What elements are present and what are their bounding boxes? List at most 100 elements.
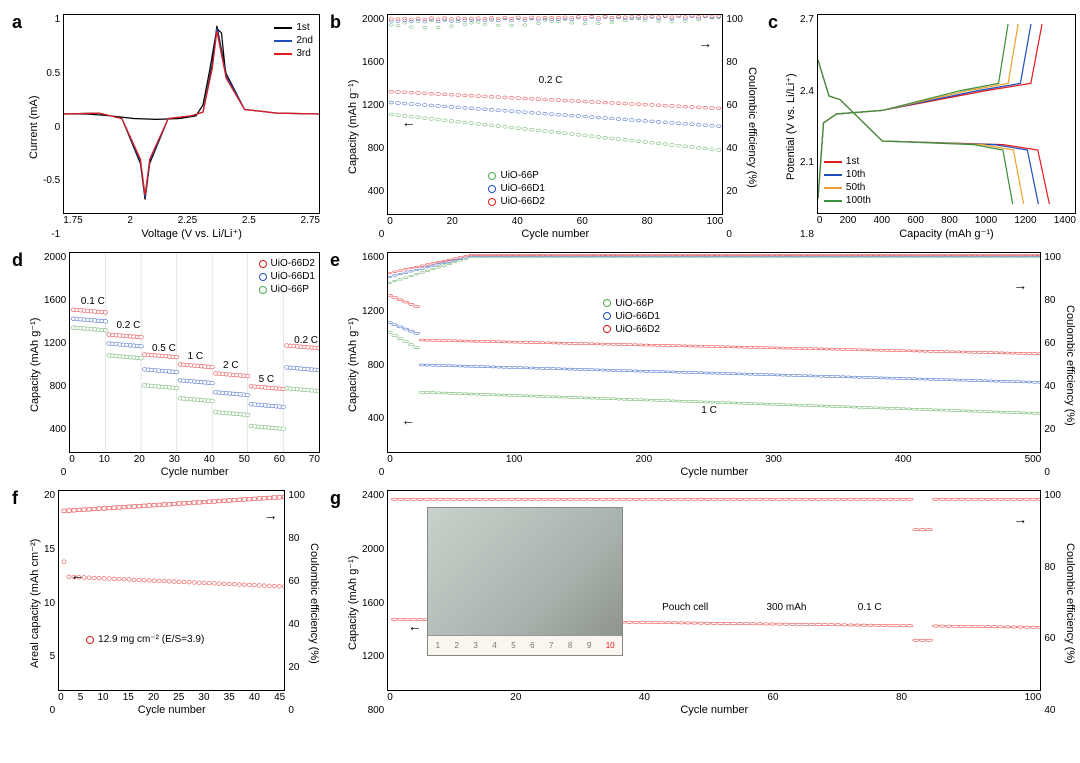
panel-f-legend: 12.9 mg cm⁻² (E/S=3.9): [86, 633, 204, 646]
panel-e: e Capacity (mAh g⁻¹) 160012008004000 1 C…: [328, 248, 1076, 478]
panel-g-annotation: Pouch cell: [662, 602, 708, 613]
ruler-icon: 12345678910: [428, 635, 622, 656]
rate-label: 1 C: [188, 351, 204, 362]
panel-c-label: c: [768, 12, 778, 33]
panel-g-xlabel: Cycle number: [387, 704, 1041, 716]
panel-b: b Capacity (mAh g⁻¹) 2000160012008004000…: [328, 10, 758, 240]
legend-item: UiO-66D1: [603, 310, 659, 323]
legend-marker-icon: [259, 273, 267, 281]
arrow-icon: →: [1013, 511, 1027, 527]
panel-a-xticks: 1.7522.252.52.75: [63, 214, 320, 227]
pouch-cell-photo: 12345678910: [427, 507, 623, 656]
legend-line-icon: [274, 53, 292, 55]
legend-label: UiO-66D2: [500, 195, 544, 208]
legend-label: 10th: [846, 168, 865, 181]
panel-f-ylabel2: Coulombic efficiency (%): [308, 490, 320, 716]
legend-marker-icon: [603, 299, 611, 307]
panel-g-plot: 12345678910 ← → Pouch cell300 mAh0.1 C: [387, 490, 1041, 691]
legend-item: UiO-66D1: [259, 270, 315, 283]
legend-line-icon: [274, 27, 292, 29]
legend-label: 1st: [296, 21, 309, 34]
arrow-icon: ←: [70, 567, 84, 583]
arrow-icon: ←: [402, 114, 416, 130]
panel-e-xticks: 0100200300400500: [387, 453, 1041, 466]
arrow-icon: →: [264, 507, 278, 523]
legend-item: 100th: [824, 194, 871, 207]
panel-c-plot: 1st 10th 50th 100th: [817, 14, 1076, 214]
panel-c-xticks: 0200400600800100012001400: [817, 214, 1076, 227]
legend-label: UiO-66P: [271, 283, 309, 296]
arrow-icon: →: [1013, 277, 1027, 293]
panel-e-ylabel: Capacity (mAh g⁻¹): [346, 252, 359, 478]
legend-marker-icon: [488, 198, 496, 206]
panel-e-yticks: 160012008004000: [359, 252, 387, 478]
panel-e-xlabel: Cycle number: [387, 466, 1041, 478]
panel-g-xticks: 020406080100: [387, 691, 1041, 704]
panel-d-xlabel: Cycle number: [69, 466, 320, 478]
panel-g: g Capacity (mAh g⁻¹) 2400200016001200800…: [328, 486, 1076, 716]
panel-d-xticks: 010203040506070: [69, 453, 320, 466]
legend-marker-icon: [603, 325, 611, 333]
panel-g-ylabel2: Coulombic efficiency (%): [1064, 490, 1076, 716]
arrow-icon: →: [698, 35, 712, 51]
rate-label: 0.2 C: [294, 335, 318, 346]
panel-f-yticks: 20151050: [41, 490, 58, 716]
panel-c-xlabel: Capacity (mAh g⁻¹): [817, 227, 1076, 240]
panel-d: d Capacity (mAh g⁻¹) 2000160012008004000…: [10, 248, 320, 478]
legend-line-icon: [274, 40, 292, 42]
legend-label: 3rd: [296, 47, 310, 60]
legend-line-icon: [824, 174, 842, 176]
panel-f-legend-text: 12.9 mg cm⁻² (E/S=3.9): [98, 633, 204, 646]
figure-grid: a Current (mA) 10.50-0.5-1 1st 2nd 3rd 1…: [10, 10, 1070, 716]
legend-item: UiO-66P: [259, 283, 315, 296]
rate-label: 5 C: [259, 374, 275, 385]
legend-marker-icon: [488, 172, 496, 180]
legend-label: UiO-66D1: [271, 270, 315, 283]
legend-item: 50th: [824, 181, 871, 194]
rate-label: 0.5 C: [152, 343, 176, 354]
legend-label: 100th: [846, 194, 871, 207]
panel-a-legend: 1st 2nd 3rd: [274, 21, 313, 60]
panel-e-rate: 1 C: [701, 405, 717, 416]
panel-b-plot: 0.2 C ← → UiO-66P UiO-66D1 UiO-66D2: [387, 14, 723, 215]
panel-e-label: e: [330, 250, 340, 271]
panel-f-ylabel: Areal capacity (mAh cm⁻²): [28, 490, 41, 716]
legend-marker-icon: [259, 260, 267, 268]
legend-label: UiO-66D1: [615, 310, 659, 323]
legend-marker-icon: [259, 286, 267, 294]
panel-b-yticks2: 100806040200: [723, 14, 746, 240]
panel-b-legend: UiO-66P UiO-66D1 UiO-66D2: [488, 169, 544, 208]
panel-a-xlabel: Voltage (V vs. Li/Li⁺): [63, 227, 320, 240]
legend-marker-icon: [488, 185, 496, 193]
panel-c-legend: 1st 10th 50th 100th: [824, 155, 871, 207]
panel-b-ylabel: Capacity (mAh g⁻¹): [346, 14, 359, 240]
rate-label: 0.1 C: [81, 296, 105, 307]
panel-f-xticks: 051015202530354045: [58, 691, 285, 704]
legend-label: 2nd: [296, 34, 313, 47]
panel-g-ylabel: Capacity (mAh g⁻¹): [346, 490, 359, 716]
panel-a: a Current (mA) 10.50-0.5-1 1st 2nd 3rd 1…: [10, 10, 320, 240]
panel-a-yticks: 10.50-0.5-1: [40, 14, 63, 240]
panel-f-label: f: [12, 488, 18, 509]
legend-line-icon: [824, 187, 842, 189]
panel-a-plot: 1st 2nd 3rd: [63, 14, 320, 214]
legend-label: UiO-66D1: [500, 182, 544, 195]
legend-marker-icon: [86, 636, 94, 644]
rate-label: 0.2 C: [116, 320, 140, 331]
panel-b-xticks: 020406080100: [387, 215, 723, 228]
panel-b-ylabel2: Coulombic efficiency (%): [746, 14, 758, 240]
legend-item: 3rd: [274, 47, 313, 60]
panel-b-xlabel: Cycle number: [387, 228, 723, 240]
legend-label: 50th: [846, 181, 865, 194]
legend-item: UiO-66P: [603, 297, 659, 310]
panel-b-yticks: 2000160012008004000: [359, 14, 387, 240]
panel-g-yticks: 2400200016001200800: [359, 490, 387, 716]
arrow-icon: ←: [401, 412, 415, 428]
panel-c: c Potential (V vs. Li/Li⁺) 2.72.42.11.8 …: [766, 10, 1076, 240]
panel-d-ylabel: Capacity (mAh g⁻¹): [28, 252, 41, 478]
arrow-icon: ←: [408, 618, 422, 634]
legend-item: UiO-66D2: [259, 257, 315, 270]
panel-e-yticks2: 100806040200: [1041, 252, 1064, 478]
panel-d-yticks: 2000160012008004000: [41, 252, 69, 478]
panel-g-yticks2: 100806040: [1041, 490, 1064, 716]
